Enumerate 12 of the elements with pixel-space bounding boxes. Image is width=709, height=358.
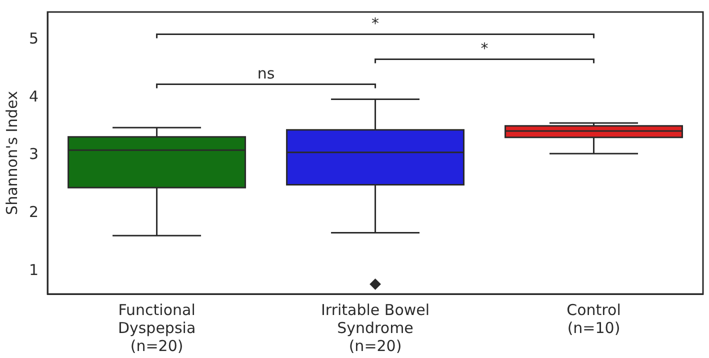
annotation: ns — [257, 64, 275, 83]
y-tick-label: 3 — [28, 145, 39, 164]
y-tick-label: 1 — [28, 260, 39, 279]
annotation: * — [480, 40, 489, 58]
y-tick-label: 5 — [28, 30, 39, 48]
x-tick-label: Irritable Bowel Syndrome (n=20) — [320, 300, 430, 355]
y-tick-label: 4 — [28, 87, 39, 106]
annotation: * — [372, 14, 380, 33]
y-tick-label: 2 — [28, 202, 39, 221]
y-axis-title: Shannon's Index — [2, 90, 21, 215]
x-tick-label: Functional Dyspepsia (n=20) — [118, 300, 196, 355]
x-tick-label: Control (n=10) — [566, 300, 621, 337]
